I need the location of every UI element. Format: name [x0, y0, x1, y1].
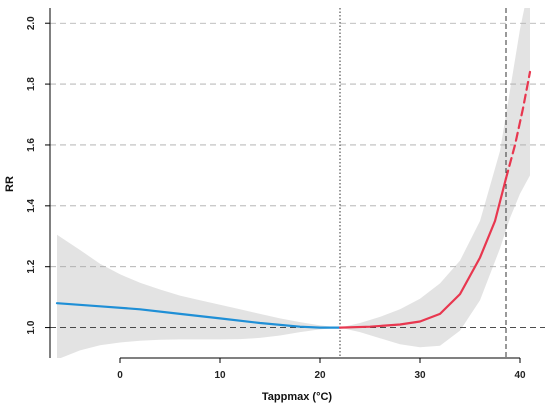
series-layer	[55, 70, 532, 329]
series-line-0	[55, 302, 342, 329]
x-tick-label-4: 40	[514, 370, 526, 381]
y-tick-label-1: 1.2	[26, 259, 37, 273]
x-axis-title: Tappmax (°C)	[262, 391, 333, 403]
y-tick-label-4: 1.8	[26, 77, 37, 91]
confidence-band	[57, 8, 530, 358]
label-layer: Tappmax (°C) RR	[4, 176, 332, 403]
y-tick-label-5: 2.0	[26, 16, 37, 30]
reference-layer	[50, 8, 545, 358]
y-tick-label-2: 1.4	[26, 198, 37, 212]
grid-layer	[50, 22, 545, 268]
series-line-2	[504, 70, 532, 180]
y-axis-title: RR	[4, 176, 16, 192]
y-tick-label-3: 1.6	[26, 138, 37, 152]
axis-layer: 1.0 1.2 1.4 1.6 1.8 2.0 0 10 20 30 40	[26, 8, 526, 381]
band-layer	[57, 8, 530, 358]
x-tick-label-1: 10	[214, 370, 226, 381]
x-tick-label-0: 0	[117, 370, 123, 381]
x-tick-label-2: 20	[314, 370, 326, 381]
series-line-1	[338, 177, 508, 329]
y-tick-label-0: 1.0	[26, 320, 37, 334]
x-tick-label-3: 30	[414, 370, 426, 381]
